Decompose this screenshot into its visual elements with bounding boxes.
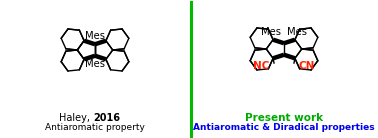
Text: Mes: Mes [85, 59, 105, 69]
Text: Mes: Mes [85, 31, 105, 41]
Text: Mes: Mes [287, 27, 307, 37]
Text: CN: CN [299, 61, 315, 71]
Text: 2016: 2016 [93, 113, 120, 123]
Text: NC: NC [253, 61, 269, 71]
Text: Haley,: Haley, [59, 113, 93, 123]
Text: Antiaromatic & Diradical properties: Antiaromatic & Diradical properties [193, 123, 375, 132]
Text: Present work: Present work [245, 113, 323, 123]
Text: Antiaromatic property: Antiaromatic property [45, 123, 145, 132]
Text: Mes: Mes [261, 27, 281, 37]
